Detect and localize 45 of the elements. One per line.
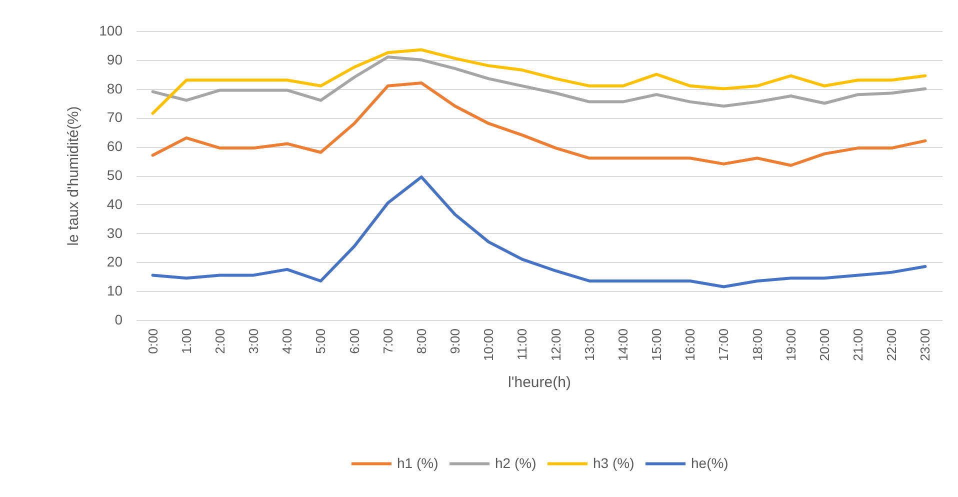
x-tick-label: 15:00 [649, 328, 664, 362]
y-tick-label: 30 [106, 224, 123, 241]
y-tick-label: 40 [106, 196, 123, 212]
x-tick-label: 7:00 [380, 328, 396, 354]
y-tick-label: 60 [106, 138, 123, 154]
x-tick-label: 12:00 [548, 328, 564, 362]
y-tick-label: 90 [106, 51, 123, 68]
x-tick-label: 22:00 [884, 328, 900, 362]
x-axis-title: l'heure(h) [508, 374, 571, 392]
y-tick-label: 80 [106, 80, 123, 96]
x-tick-label: 20:00 [816, 328, 832, 362]
x-tick-label: 6:00 [346, 328, 362, 354]
x-tick-label: 5:00 [313, 328, 328, 354]
x-tick-label: 0:00 [145, 328, 160, 354]
line-series [151, 82, 927, 167]
x-tick-label: 11:00 [514, 328, 530, 360]
y-tick-label: 100 [99, 22, 123, 38]
x-tick-label: 2:00 [212, 328, 228, 354]
legend-label: h2 (%) [495, 454, 536, 471]
x-tick-label: 21:00 [850, 328, 866, 362]
x-tick-label: 4:00 [280, 328, 295, 354]
x-tick-label: 10:00 [481, 328, 496, 362]
x-tick-label: 13:00 [582, 328, 597, 362]
y-tick-label: 0 [114, 312, 123, 328]
x-tick-label: 3:00 [246, 328, 262, 354]
y-tick-label: 50 [106, 167, 123, 183]
legend-label: he(%) [691, 454, 728, 471]
y-tick-label: 10 [106, 282, 123, 299]
x-tick-label: 19:00 [783, 328, 798, 362]
line-series [151, 48, 927, 115]
legend-label: h3 (%) [593, 454, 634, 471]
y-tick-label: 20 [106, 254, 123, 270]
x-tick-label: 23:00 [918, 328, 933, 362]
x-tick-label: 9:00 [448, 328, 463, 354]
legend-label: h1 (%) [397, 454, 438, 471]
y-tick-label: 70 [106, 109, 123, 126]
x-tick-label: 18:00 [750, 328, 765, 362]
x-tick-label: 1:00 [178, 328, 194, 354]
line-series [151, 175, 927, 288]
x-tick-label: 17:00 [716, 328, 732, 362]
x-tick-label: 8:00 [414, 328, 429, 354]
x-tick-label: 14:00 [615, 328, 630, 362]
line-series [151, 56, 927, 108]
y-axis-title: le taux d'humidité(%) [65, 106, 82, 246]
x-tick-label: 16:00 [682, 328, 698, 362]
